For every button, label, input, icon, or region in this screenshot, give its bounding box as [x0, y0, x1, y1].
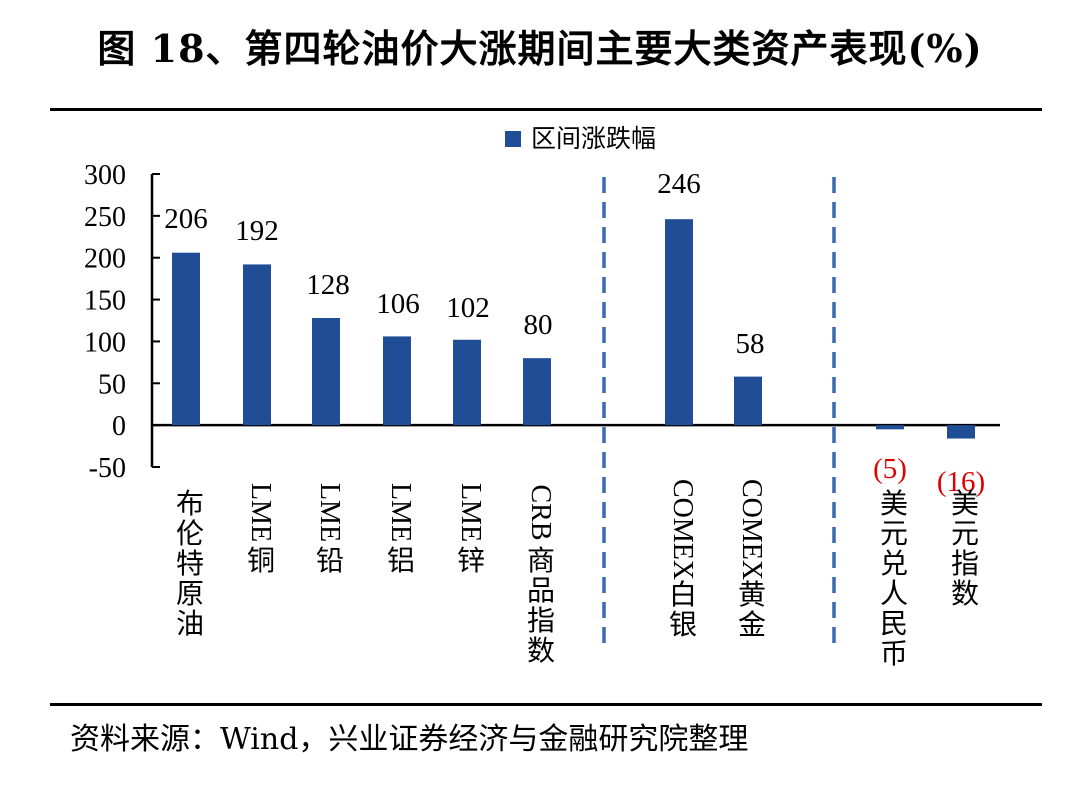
svg-text:指: 指: [951, 548, 979, 580]
top-rule: [50, 108, 1042, 111]
svg-text:LME: LME: [314, 483, 345, 542]
svg-text:特: 特: [176, 548, 204, 580]
svg-text:数: 数: [951, 578, 979, 610]
svg-text:元: 元: [880, 519, 908, 550]
y-tick-label: 250: [84, 202, 126, 233]
data-label: 58: [736, 328, 765, 360]
svg-text:油: 油: [176, 608, 204, 640]
bar: [876, 425, 904, 430]
legend-swatch: [505, 131, 521, 147]
bar: [734, 376, 762, 426]
chart-title: 图 18、第四轮油价大涨期间主要大类资产表现(%): [97, 26, 983, 71]
y-tick-label: 0: [112, 411, 126, 442]
bar: [312, 317, 340, 426]
svg-text:美: 美: [880, 488, 908, 520]
svg-text:元: 元: [951, 519, 979, 550]
bar: [453, 339, 481, 426]
bar: [383, 336, 411, 426]
svg-text:美: 美: [951, 488, 979, 520]
svg-text:白: 白: [669, 579, 697, 611]
svg-text:数: 数: [527, 635, 555, 667]
data-label: 106: [376, 288, 420, 320]
bar: [523, 358, 551, 426]
svg-text:铝: 铝: [387, 545, 415, 577]
data-label: (16): [937, 466, 985, 498]
bar: [172, 252, 200, 426]
svg-text:COMEX: COMEX: [667, 479, 698, 580]
source-note: 资料来源：Wind，兴业证券经济与金融研究院整理: [70, 722, 749, 757]
y-tick-label: 300: [84, 160, 126, 191]
data-label: 192: [235, 215, 279, 247]
svg-text:人: 人: [880, 579, 908, 610]
svg-text:兑: 兑: [880, 548, 908, 580]
svg-text:LME: LME: [245, 483, 276, 542]
svg-text:锌: 锌: [457, 545, 485, 577]
svg-text:指: 指: [527, 605, 555, 637]
bottom-rule: [50, 703, 1042, 706]
svg-text:COMEX: COMEX: [736, 479, 767, 580]
bar: [947, 425, 975, 439]
bar: [665, 219, 693, 426]
data-label: 102: [446, 292, 490, 324]
svg-text:原: 原: [176, 579, 204, 610]
svg-text:伦: 伦: [176, 518, 204, 550]
y-tick-label: -50: [89, 453, 126, 484]
svg-text:品: 品: [527, 576, 555, 607]
bar: [243, 264, 271, 426]
data-label: 206: [164, 203, 208, 235]
y-tick-label: 100: [84, 327, 126, 358]
svg-text:商: 商: [527, 545, 555, 577]
y-tick-label: 150: [84, 286, 126, 317]
y-tick-label: 50: [98, 369, 126, 400]
data-label: 80: [524, 309, 553, 341]
data-label: (5): [873, 453, 907, 485]
svg-text:铜: 铜: [247, 545, 275, 577]
y-tick-label: 200: [84, 244, 126, 275]
data-label: 128: [306, 269, 350, 301]
svg-text:铅: 铅: [316, 545, 344, 577]
svg-text:金: 金: [738, 609, 766, 641]
svg-text:币: 币: [880, 639, 908, 670]
svg-text:CRB: CRB: [525, 484, 556, 540]
bar-chart: -50 0 50 100 150 200 250 300 206 192 128 106 102 80 24…: [84, 124, 1000, 670]
legend-label: 区间涨跌幅: [531, 124, 656, 153]
svg-text:民: 民: [880, 609, 908, 640]
svg-text:LME: LME: [385, 483, 416, 542]
svg-text:黄: 黄: [738, 579, 766, 611]
svg-text:布: 布: [176, 488, 204, 520]
svg-text:LME: LME: [455, 483, 486, 542]
data-label: 246: [657, 168, 701, 200]
svg-text:银: 银: [669, 609, 697, 641]
